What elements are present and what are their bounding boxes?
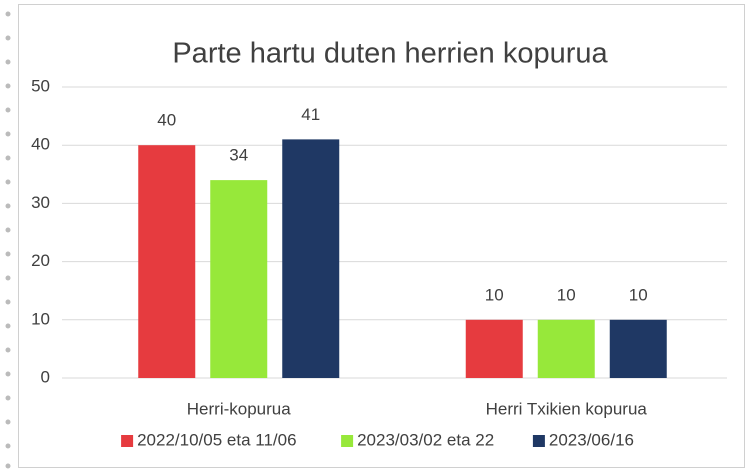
y-tick-label: 10 xyxy=(31,309,50,328)
data-label: 10 xyxy=(485,285,504,304)
bar xyxy=(210,180,268,378)
data-label: 10 xyxy=(557,285,576,304)
chart-border xyxy=(18,4,745,468)
legend-swatch xyxy=(532,435,545,447)
bar xyxy=(465,319,523,378)
data-label: 34 xyxy=(229,146,248,165)
chart-title: Parte hartu duten herrien kopurua xyxy=(172,38,608,70)
y-tick-label: 40 xyxy=(31,135,50,154)
data-label: 40 xyxy=(157,111,176,130)
bar xyxy=(537,319,595,378)
x-tick-label: Herri-kopurua xyxy=(187,399,291,418)
y-tick-label: 0 xyxy=(41,367,50,386)
legend-swatch xyxy=(341,435,354,447)
bar xyxy=(138,145,196,378)
y-tick-label: 30 xyxy=(31,193,50,212)
data-label: 10 xyxy=(629,285,648,304)
margin-dots xyxy=(5,11,11,469)
legend-swatch xyxy=(121,435,134,447)
legend-label: 2023/06/16 xyxy=(549,430,634,449)
y-tick-label: 50 xyxy=(31,76,50,95)
data-label: 41 xyxy=(301,105,320,124)
x-tick-label: Herri Txikien kopurua xyxy=(486,399,648,418)
legend-label: 2023/03/02 eta 22 xyxy=(357,430,494,449)
y-tick-label: 20 xyxy=(31,251,50,270)
legend-label: 2022/10/05 eta 11/06 xyxy=(137,430,296,449)
bar xyxy=(609,319,667,378)
bar xyxy=(282,139,340,378)
